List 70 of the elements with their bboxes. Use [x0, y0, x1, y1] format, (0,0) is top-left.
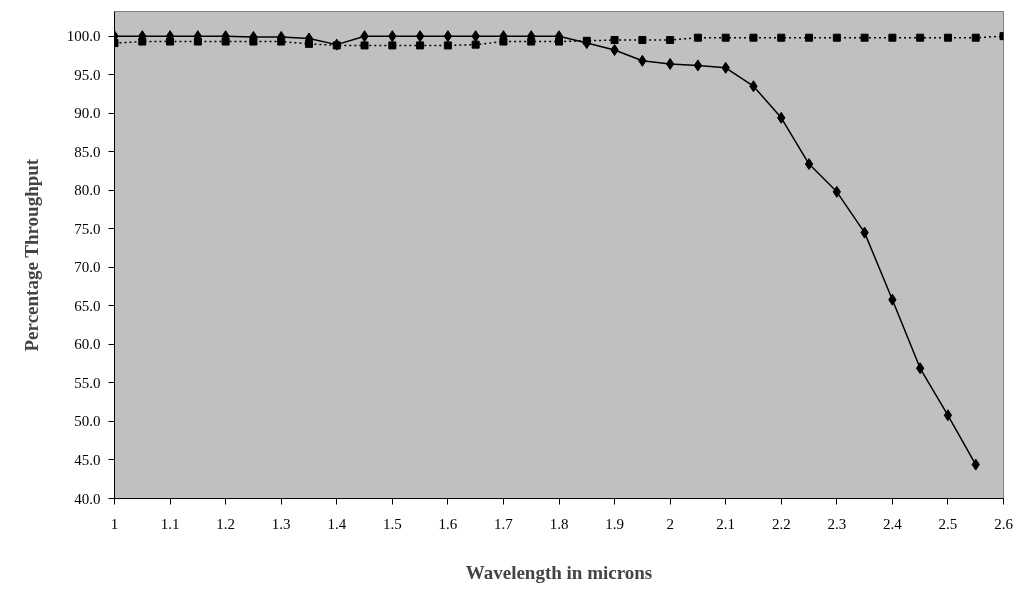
x-axis-title: Wavelength in microns: [465, 561, 653, 583]
y-tick-label: 100.0: [66, 28, 101, 45]
point: [777, 33, 786, 42]
point: [971, 33, 980, 42]
point: [666, 36, 675, 45]
point: [499, 37, 508, 46]
x-tick-label: 1.6: [438, 515, 458, 532]
y-axis-title: Percentage Throughput: [20, 158, 42, 352]
point: [832, 33, 841, 42]
x-tick-label: 1.7: [494, 515, 514, 532]
x-tick-label: 2: [666, 515, 674, 532]
point: [138, 37, 147, 46]
point: [804, 158, 814, 171]
y-tick-label: 40.0: [74, 490, 101, 507]
point: [416, 41, 425, 50]
x-tick-label: 1: [110, 515, 119, 532]
x-tick-label: 1.1: [160, 515, 180, 532]
point: [693, 33, 702, 42]
x-tick-label: 1.9: [605, 515, 624, 532]
x-tick-label: 1.3: [271, 515, 291, 532]
x-tick-label: 1.5: [382, 515, 402, 532]
point: [415, 30, 425, 43]
point: [221, 37, 230, 46]
point: [665, 57, 675, 70]
y-tick-label: 95.0: [74, 66, 101, 83]
point: [749, 33, 758, 42]
point: [943, 33, 952, 42]
y-tick-label: 90.0: [74, 105, 101, 122]
y-tick-label: 80.0: [74, 182, 101, 199]
point: [471, 40, 480, 49]
point: [582, 36, 591, 45]
point: [860, 33, 869, 42]
x-tick-label: 1.8: [549, 515, 569, 532]
x-tick-label: 1.2: [216, 515, 235, 532]
point: [166, 37, 175, 46]
x-tick-label: 2.5: [938, 515, 958, 532]
point: [805, 33, 814, 42]
point: [638, 36, 647, 45]
point: [693, 59, 703, 72]
x-tick-label: 2.1: [716, 515, 736, 532]
y-tick-label: 85.0: [74, 143, 101, 160]
y-tick-label: 60.0: [74, 336, 101, 353]
point: [721, 33, 730, 42]
point: [249, 37, 258, 46]
point: [915, 362, 925, 375]
y-tick-label: 65.0: [74, 297, 101, 314]
x-tick-label: 2.6: [994, 515, 1014, 532]
point: [943, 409, 953, 422]
x-tick-label: 1.4: [327, 515, 347, 532]
y-tick-label: 50.0: [74, 413, 101, 430]
x-tick-label: 2.3: [827, 515, 847, 532]
point: [555, 37, 563, 46]
x-tick-label: 2.2: [771, 515, 791, 532]
point: [304, 39, 313, 48]
point: [610, 36, 619, 45]
y-tick-label: 55.0: [74, 374, 101, 391]
x-tick-label: 2.4: [883, 515, 903, 532]
y-tick-label: 75.0: [74, 220, 101, 237]
point: [443, 41, 452, 50]
point: [443, 30, 453, 43]
point: [888, 33, 897, 42]
y-tick-label: 45.0: [74, 451, 101, 468]
y-tick-label: 70.0: [74, 259, 101, 276]
point: [360, 41, 369, 50]
point: [332, 41, 341, 50]
point: [388, 41, 397, 50]
point: [193, 37, 202, 46]
point: [916, 33, 925, 42]
point: [277, 37, 286, 46]
point: [527, 37, 536, 46]
